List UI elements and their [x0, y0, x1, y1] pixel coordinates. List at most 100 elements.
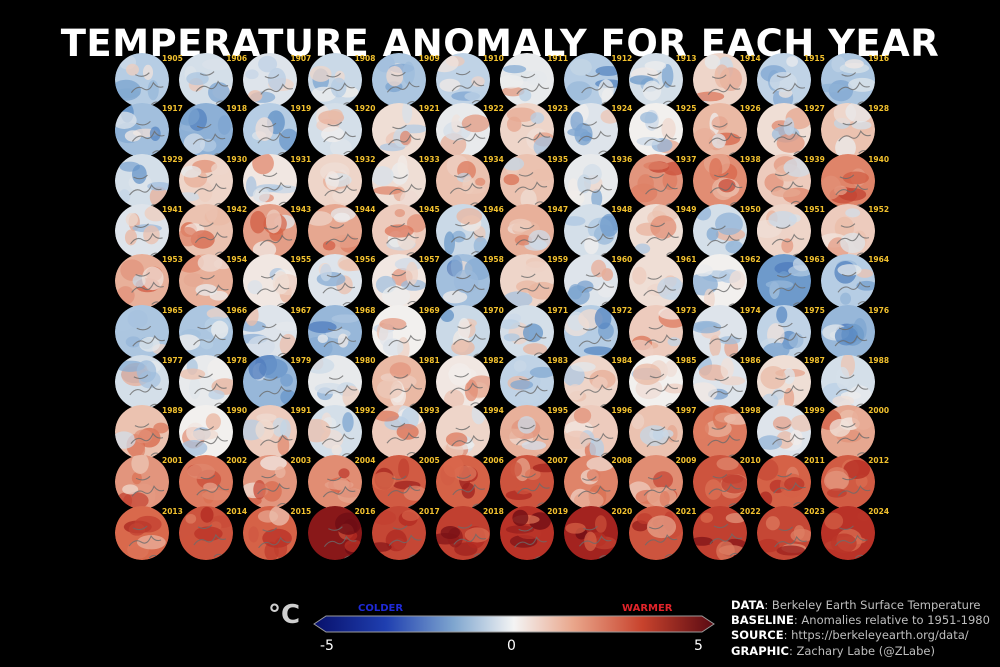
credit-data: DATA: Berkeley Earth Surface Temperature [731, 598, 981, 612]
colorbar-unit: °C [268, 600, 301, 630]
colorbar-warmer-label: WARMER [622, 603, 673, 614]
year-label: 1935 [547, 154, 569, 164]
year-anomaly-map [307, 103, 362, 158]
year-label: 1944 [354, 204, 376, 214]
year-anomaly-map [436, 53, 490, 107]
year-label: 1974 [739, 305, 761, 315]
year-anomaly-map [115, 505, 169, 560]
credit-baseline: BASELINE: Anomalies relative to 1951-198… [731, 613, 990, 628]
year-anomaly-map [628, 203, 683, 258]
year-anomaly-map [821, 354, 876, 409]
year-label: 1994 [483, 406, 504, 416]
year-label: 1909 [418, 54, 440, 63]
year-label: 1925 [675, 104, 697, 114]
year-anomaly-map [821, 203, 876, 258]
colorbar [313, 615, 715, 633]
year-anomaly-map [692, 254, 747, 309]
year-label: 2012 [868, 456, 890, 466]
year-anomaly-map [628, 354, 683, 409]
year-anomaly-map [500, 455, 555, 510]
year-anomaly-map [115, 153, 169, 208]
year-anomaly-map [371, 354, 426, 409]
year-label: 2020 [611, 506, 633, 516]
year-label: 2011 [804, 456, 825, 466]
year-label: 1998 [739, 406, 761, 416]
year-label: 1961 [675, 255, 697, 265]
year-anomaly-map [179, 304, 234, 359]
year-anomaly-map [821, 53, 876, 107]
year-anomaly-map [564, 505, 619, 560]
year-label: 1942 [226, 204, 248, 214]
year-anomaly-map [179, 354, 234, 409]
year-label: 2002 [226, 456, 248, 466]
year-anomaly-map [436, 203, 490, 258]
year-anomaly-map [243, 505, 298, 560]
year-label: 1930 [226, 154, 248, 164]
year-label: 1924 [611, 104, 633, 114]
year-label: 1919 [290, 104, 312, 114]
year-label: 2024 [868, 506, 890, 516]
year-label: 2010 [739, 456, 761, 466]
year-anomaly-map [115, 203, 169, 258]
year-anomaly-map [628, 304, 683, 359]
year-label: 1913 [675, 54, 697, 63]
year-anomaly-map [757, 455, 811, 510]
year-anomaly-map [436, 455, 490, 510]
year-anomaly-map [821, 505, 876, 560]
year-label: 1952 [868, 204, 890, 214]
year-anomaly-map [500, 304, 555, 359]
year-label: 1992 [354, 406, 376, 416]
year-label: 2000 [868, 406, 890, 416]
year-anomaly-map [243, 153, 298, 208]
credits-block: DATA: Berkeley Earth Surface Temperature… [731, 598, 990, 659]
year-anomaly-map [500, 153, 555, 208]
colorbar-gradient [313, 615, 715, 633]
year-anomaly-map [179, 505, 234, 560]
year-label: 1945 [418, 204, 440, 214]
year-label: 2015 [290, 506, 312, 516]
year-anomaly-map [692, 304, 747, 359]
year-label: 1995 [547, 406, 569, 416]
year-label: 2022 [739, 506, 761, 516]
colorbar-colder-label: COLDER [358, 603, 404, 614]
year-anomaly-map [436, 405, 490, 460]
year-anomaly-map [628, 103, 683, 158]
year-anomaly-map [371, 53, 426, 107]
year-anomaly-map [564, 405, 619, 460]
year-label: 1960 [611, 255, 633, 265]
year-anomaly-map [500, 53, 555, 107]
credit-source: SOURCE: https://berkeleyearth.org/data/ [731, 628, 969, 643]
year-anomaly-map [436, 354, 490, 409]
year-anomaly-map [757, 103, 811, 158]
year-anomaly-map [115, 254, 169, 309]
year-label: 1938 [739, 154, 761, 164]
year-label: 1993 [418, 406, 440, 416]
year-anomaly-map [307, 53, 362, 107]
year-anomaly-map [307, 153, 362, 208]
colorbar-tick-low: -5 [320, 638, 334, 654]
year-label: 1987 [804, 355, 825, 365]
year-label: 2017 [418, 506, 440, 516]
year-label: 1965 [162, 305, 183, 315]
year-label: 1958 [483, 255, 504, 265]
credit-graphic: GRAPHIC: Zachary Labe (@ZLabe) [731, 643, 935, 658]
year-label: 1918 [226, 104, 248, 114]
year-anomaly-map [757, 153, 811, 208]
year-label: 1968 [354, 305, 376, 315]
year-anomaly-map [692, 103, 747, 158]
year-label: 2003 [290, 456, 312, 466]
year-anomaly-map [307, 254, 362, 309]
year-label: 1953 [162, 255, 183, 265]
year-anomaly-map [628, 455, 683, 510]
year-label: 2018 [483, 506, 504, 516]
year-label: 1914 [739, 54, 761, 63]
year-label: 1915 [804, 54, 825, 63]
year-anomaly-map [307, 203, 362, 258]
year-anomaly-map [179, 455, 234, 510]
year-anomaly-map [500, 254, 555, 309]
year-label: 1978 [226, 355, 248, 365]
year-label: 1933 [418, 154, 440, 164]
year-anomaly-map [692, 455, 747, 510]
year-anomaly-map [500, 354, 555, 409]
year-anomaly-map [115, 103, 169, 158]
